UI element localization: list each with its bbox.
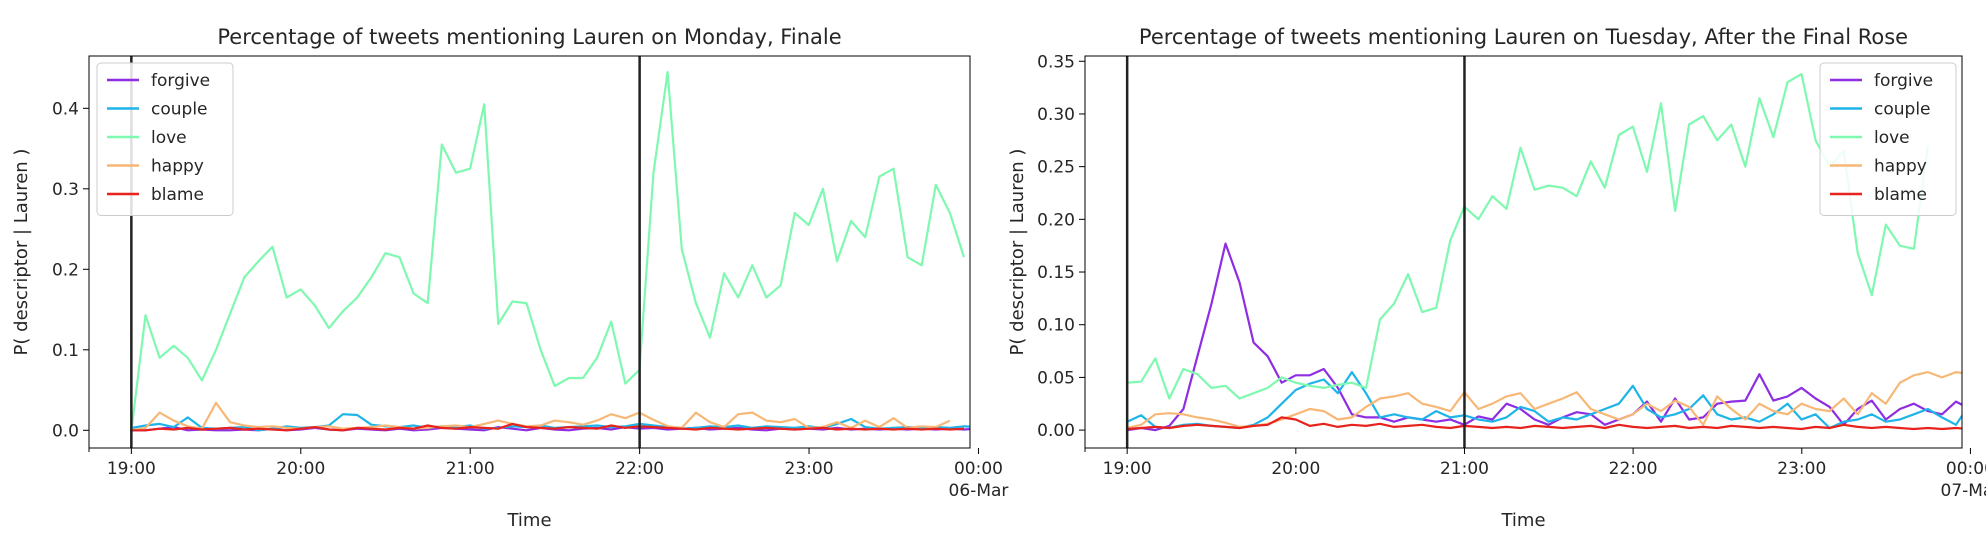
series-line-couple xyxy=(1126,371,1962,430)
x-tick-label: 20:00 xyxy=(276,459,325,479)
chart-panel-monday: Percentage of tweets mentioning Lauren o… xyxy=(11,25,1008,531)
plot-area xyxy=(130,56,970,448)
y-tick-label: 0.35 xyxy=(1037,52,1075,72)
y-tick-label: 0.0 xyxy=(52,421,79,441)
series-line-blame xyxy=(131,422,965,432)
x-axis-label: Time xyxy=(506,510,551,531)
x-tick-label: 19:00 xyxy=(1103,459,1152,479)
chart-title: Percentage of tweets mentioning Lauren o… xyxy=(217,25,841,49)
legend-box xyxy=(96,62,234,216)
x-tick-label: 22:00 xyxy=(615,459,664,479)
x-tick-label: 20:00 xyxy=(1271,459,1320,479)
y-tick-label: 0.15 xyxy=(1037,263,1075,283)
series-line-blame xyxy=(1127,416,1962,431)
axes-frame xyxy=(1084,55,1963,449)
legend-label-happy: happy xyxy=(1874,157,1927,177)
legend-label-blame: blame xyxy=(151,185,204,205)
x-tick-label: 21:00 xyxy=(446,459,495,479)
legend-label-couple: couple xyxy=(1874,100,1931,120)
y-tick-label: 0.2 xyxy=(52,260,79,280)
x-tick-label: 00:00 xyxy=(954,459,1003,479)
y-tick-label: 0.4 xyxy=(52,99,79,119)
x-tick-label: 23:00 xyxy=(785,459,834,479)
legend: forgive couple love happy blame xyxy=(1819,62,1957,216)
x-tick-label: 22:00 xyxy=(1609,459,1658,479)
y-tick-label: 0.3 xyxy=(52,180,79,200)
legend-label-happy: happy xyxy=(151,157,204,177)
legend-label-forgive: forgive xyxy=(151,71,210,91)
legend-label-love: love xyxy=(151,128,187,148)
series-line-love xyxy=(130,70,966,431)
series-line-love xyxy=(1127,72,1929,400)
y-axis-label: P( descriptor | Lauren ) xyxy=(1007,149,1028,356)
x-tick-label: 21:00 xyxy=(1440,459,1489,479)
chart-panel-tuesday: Percentage of tweets mentioning Lauren o… xyxy=(1007,25,1986,531)
y-axis-label: P( descriptor | Lauren ) xyxy=(11,149,32,356)
legend-box xyxy=(1819,62,1957,216)
y-tick-label: 0.25 xyxy=(1037,158,1075,178)
x-tick-date-label: 07-Mar xyxy=(1941,481,1986,501)
x-tick-label: 19:00 xyxy=(107,459,156,479)
legend-label-love: love xyxy=(1874,128,1910,148)
y-tick-label: 0.10 xyxy=(1037,316,1075,336)
y-tick-label: 0.1 xyxy=(52,341,79,361)
y-tick-label: 0.30 xyxy=(1037,105,1075,125)
legend-label-couple: couple xyxy=(151,100,208,120)
x-tick-label: 23:00 xyxy=(1777,459,1826,479)
legend: forgive couple love happy blame xyxy=(96,62,234,216)
axes-frame xyxy=(88,55,971,449)
x-tick-label: 00:00 xyxy=(1946,459,1986,479)
y-tick-label: 0.05 xyxy=(1037,368,1075,388)
chart-title: Percentage of tweets mentioning Lauren o… xyxy=(1139,25,1908,49)
legend-label-forgive: forgive xyxy=(1874,71,1933,91)
y-tick-label: 0.00 xyxy=(1037,421,1075,441)
legend-label-blame: blame xyxy=(1874,185,1927,205)
series-line-happy xyxy=(131,401,951,432)
x-tick-date-label: 06-Mar xyxy=(949,481,1009,501)
y-tick-label: 0.20 xyxy=(1037,210,1075,230)
x-axis-label: Time xyxy=(1500,510,1545,531)
plot-area xyxy=(1125,56,1962,448)
